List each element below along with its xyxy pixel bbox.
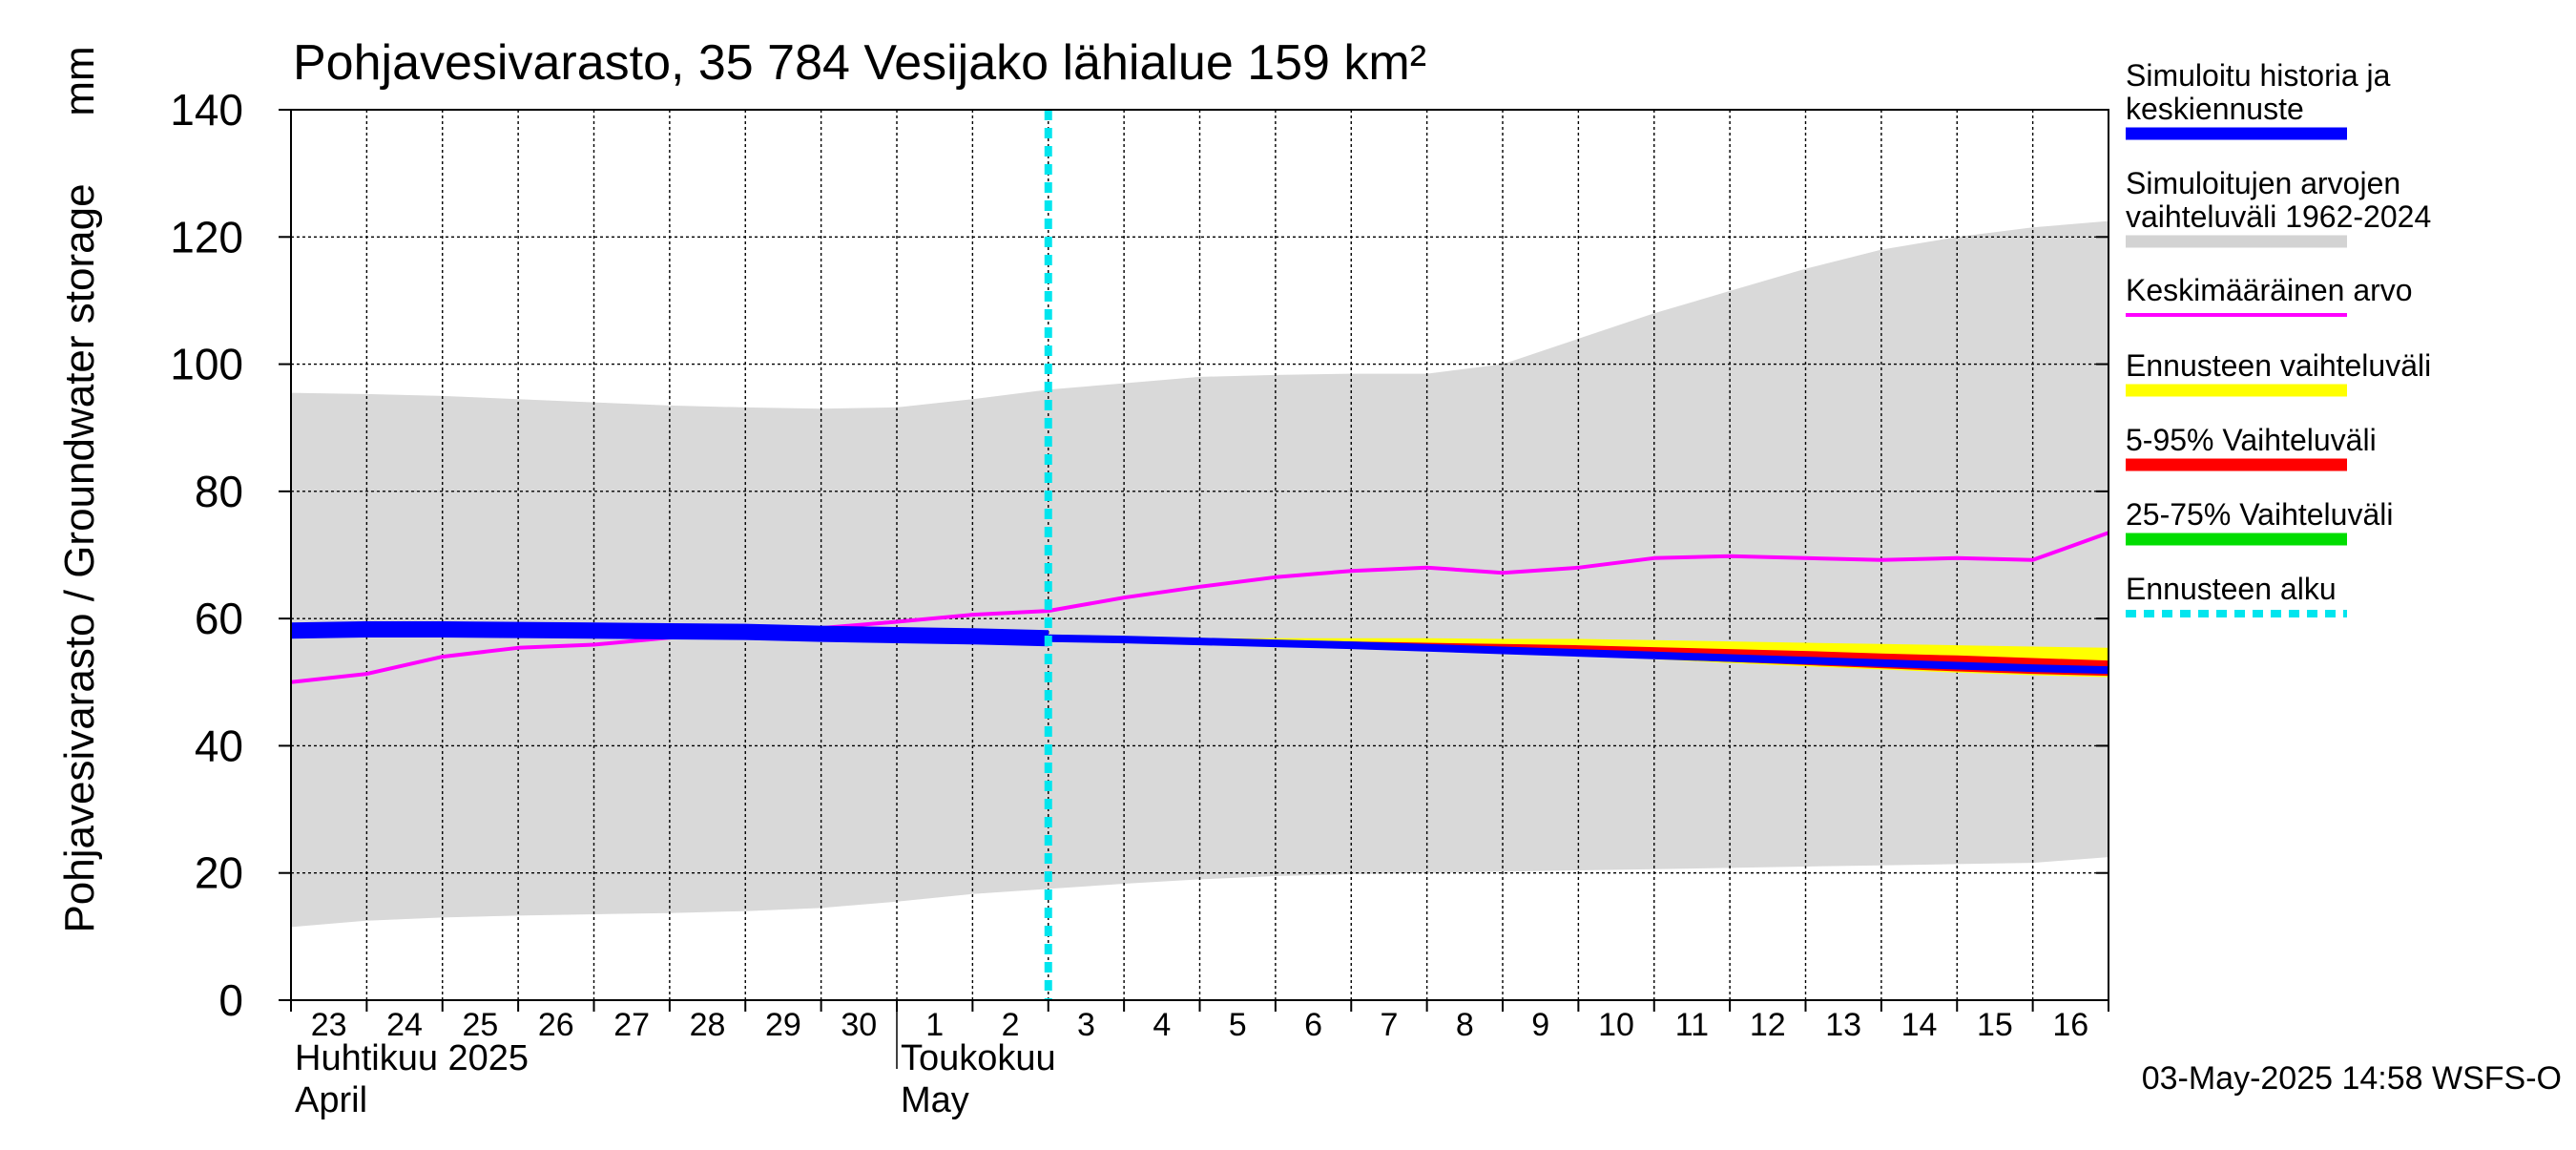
x-tick-label: 15 [1977, 1007, 2013, 1043]
y-axis-unit: mm [56, 46, 103, 115]
y-tick-label: 120 [170, 212, 243, 261]
legend-label-line: 25-75% Vaihteluväli [2126, 497, 2393, 532]
x-tick-label: 26 [538, 1007, 574, 1043]
x-tick-label: 30 [841, 1007, 877, 1043]
plot-area [290, 109, 2109, 1000]
band-ffff00 [1048, 638, 2109, 678]
x-tick-label: 8 [1456, 1007, 1474, 1043]
y-tick-label: 100 [170, 340, 243, 389]
legend-label-line: Simuloitujen arvojen [2126, 166, 2400, 200]
legend-label-line: Ennusteen alku [2126, 572, 2337, 606]
y-tick-label: 60 [195, 594, 243, 643]
band-ff0000 [1048, 638, 2109, 677]
footer-timestamp: 03-May-2025 14:58 WSFS-O [2142, 1060, 2562, 1097]
legend-label: Ennusteen alku [2126, 572, 2337, 606]
y-tick-label: 20 [195, 848, 243, 898]
x-tick-label: 28 [690, 1007, 726, 1043]
legend-label-line: 5-95% Vaihteluväli [2126, 423, 2377, 457]
x-tick-label: 6 [1304, 1007, 1322, 1043]
x-tick-label: 10 [1598, 1007, 1634, 1043]
x-tick-label: 29 [765, 1007, 801, 1043]
series-mean-line [290, 531, 2109, 684]
x-tick-label: 25 [463, 1007, 499, 1043]
x-tick-label: 5 [1229, 1007, 1247, 1043]
x-tick-label: 14 [1901, 1007, 1938, 1043]
legend-label: Keskimääräinen arvo [2126, 273, 2413, 307]
month-label-fi: Toukokuu [901, 1038, 1056, 1078]
x-tick-label: 23 [311, 1007, 347, 1043]
legend-label-line: Ennusteen vaihteluväli [2126, 348, 2431, 383]
legend-label: 5-95% Vaihteluväli [2126, 423, 2377, 457]
x-tick-label: 13 [1825, 1007, 1861, 1043]
y-axis-label: Pohjavesivarasto / Groundwater storage [56, 183, 103, 932]
chart-title: Pohjavesivarasto, 35 784 Vesijako lähial… [293, 35, 1426, 91]
y-tick-label: 80 [195, 467, 243, 516]
x-tick-label: 12 [1750, 1007, 1786, 1043]
series-median-forecast [1048, 634, 2109, 675]
legend-label-line: Simuloitu historia ja [2126, 58, 2391, 93]
legend-label: Ennusteen vaihteluväli [2126, 348, 2431, 383]
x-tick-label: 9 [1531, 1007, 1549, 1043]
x-tick-label: 16 [2052, 1007, 2088, 1043]
month-label-en: April [295, 1080, 367, 1120]
x-tick-label: 1 [925, 1007, 944, 1043]
x-tick-label: 11 [1675, 1007, 1709, 1043]
legend-label-line: Keskimääräinen arvo [2126, 273, 2413, 307]
legend-label: Simuloitujen arvojen vaihteluväli 1962-20… [2126, 166, 2431, 234]
y-tick-label: 140 [170, 85, 243, 135]
legend-label: Simuloitu historia ja keskiennuste [2126, 58, 2391, 126]
x-tick-label: 3 [1077, 1007, 1095, 1043]
y-tick-label: 0 [218, 975, 243, 1025]
legend-label: 25-75% Vaihteluväli [2126, 497, 2393, 532]
month-label-en: May [901, 1080, 969, 1120]
month-label-fi: Huhtikuu 2025 [295, 1038, 529, 1078]
x-tick-label: 24 [386, 1007, 423, 1043]
legend-label-line: keskiennuste [2126, 92, 2304, 126]
series-simulated-history [290, 621, 1049, 647]
x-tick-label: 4 [1153, 1007, 1171, 1043]
x-tick-label: 27 [613, 1007, 650, 1043]
y-tick-label: 40 [195, 721, 243, 770]
x-tick-label: 7 [1380, 1007, 1398, 1043]
legend-label-line: vaihteluväli 1962-2024 [2126, 199, 2431, 234]
x-tick-label: 2 [1002, 1007, 1020, 1043]
legend: Simuloitu historia ja keskiennusteSimuloi… [2126, 58, 2431, 617]
